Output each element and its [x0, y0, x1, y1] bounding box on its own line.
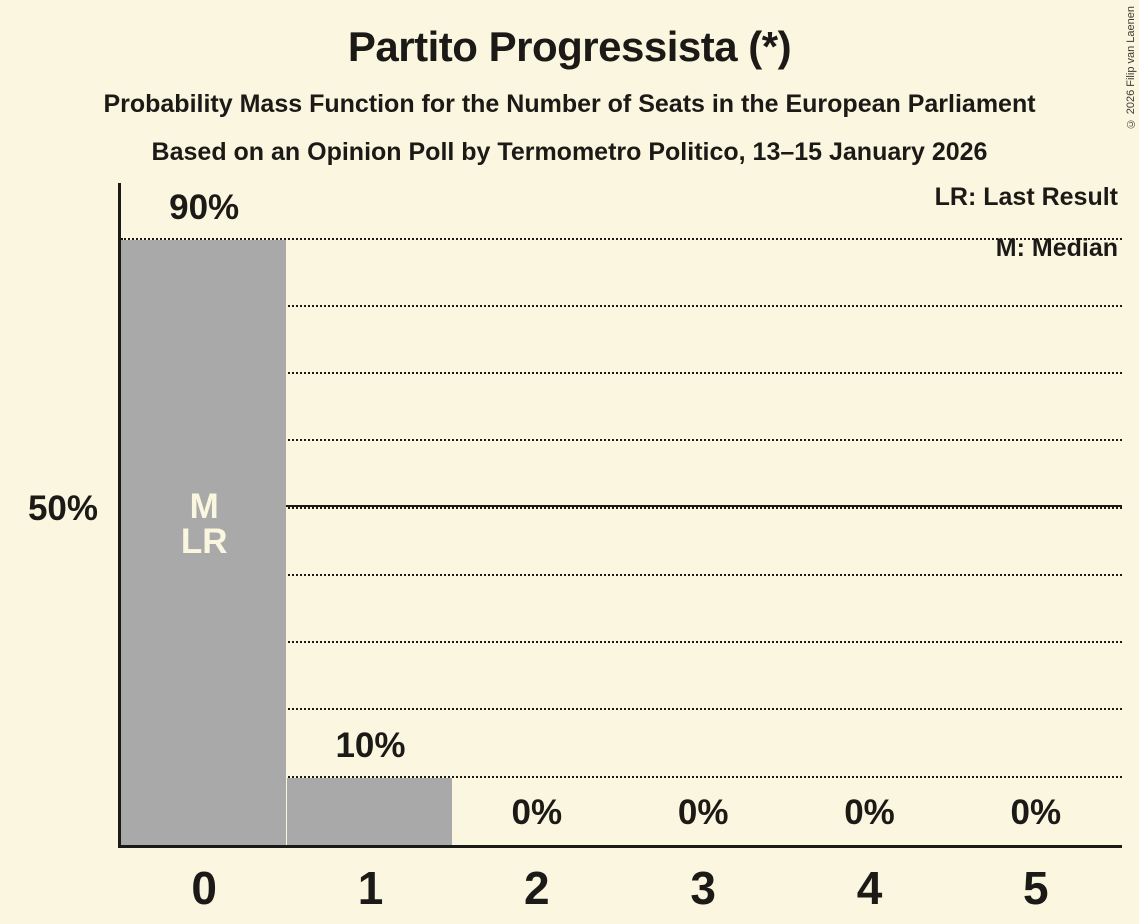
bar-value-label-2: 0%	[511, 793, 563, 832]
x-tick-label-4: 4	[856, 862, 883, 914]
chart-title: Partito Progressista (*)	[347, 23, 792, 70]
bar-seats-1	[287, 777, 453, 845]
legend-last-result: LR: Last Result	[934, 183, 1118, 211]
bar-value-label-3: 0%	[677, 793, 729, 832]
plot-area: 90% M LR 0 10% 1 0% 2 0% 3 0% 4 0% 5	[118, 183, 1122, 914]
annotation-m: M	[189, 487, 219, 527]
gridline-90pct	[121, 237, 1122, 240]
copyright-text: © 2026 Filip van Laenen	[1125, 6, 1137, 130]
chart-subtitle: Probability Mass Function for the Number…	[103, 90, 1036, 118]
y-axis-tick-label: 50%	[27, 489, 98, 528]
x-tick-label-3: 3	[690, 862, 716, 914]
bar-value-label-1: 10%	[335, 725, 406, 765]
gridline-70pct	[121, 372, 1122, 375]
x-tick-label-1: 1	[357, 862, 384, 914]
bar-annotation-0: M LR	[121, 489, 287, 559]
x-tick-label-2: 2	[524, 862, 550, 914]
bar-value-label-5: 0%	[1010, 793, 1062, 832]
poll-note: Based on an Opinion Poll by Termometro P…	[151, 138, 988, 166]
x-tick-label-5: 5	[1023, 862, 1049, 914]
annotation-lr: LR	[180, 522, 228, 562]
bar-seats-0	[121, 239, 286, 845]
gridline-20pct	[121, 708, 1122, 711]
solid-line-50pct	[121, 504, 1122, 507]
gridline-80pct	[121, 304, 1122, 307]
gridline-10pct	[121, 775, 1122, 778]
gridline-50pct	[121, 506, 1122, 509]
gridline-30pct	[121, 641, 1122, 644]
legend-median: M: Median	[995, 234, 1118, 262]
bar-value-label-4: 0%	[844, 793, 895, 832]
gridline-60pct	[121, 439, 1122, 442]
gridline-40pct	[121, 573, 1122, 576]
bar-value-label-0: 90%	[169, 187, 240, 227]
x-tick-label-0: 0	[191, 862, 217, 914]
